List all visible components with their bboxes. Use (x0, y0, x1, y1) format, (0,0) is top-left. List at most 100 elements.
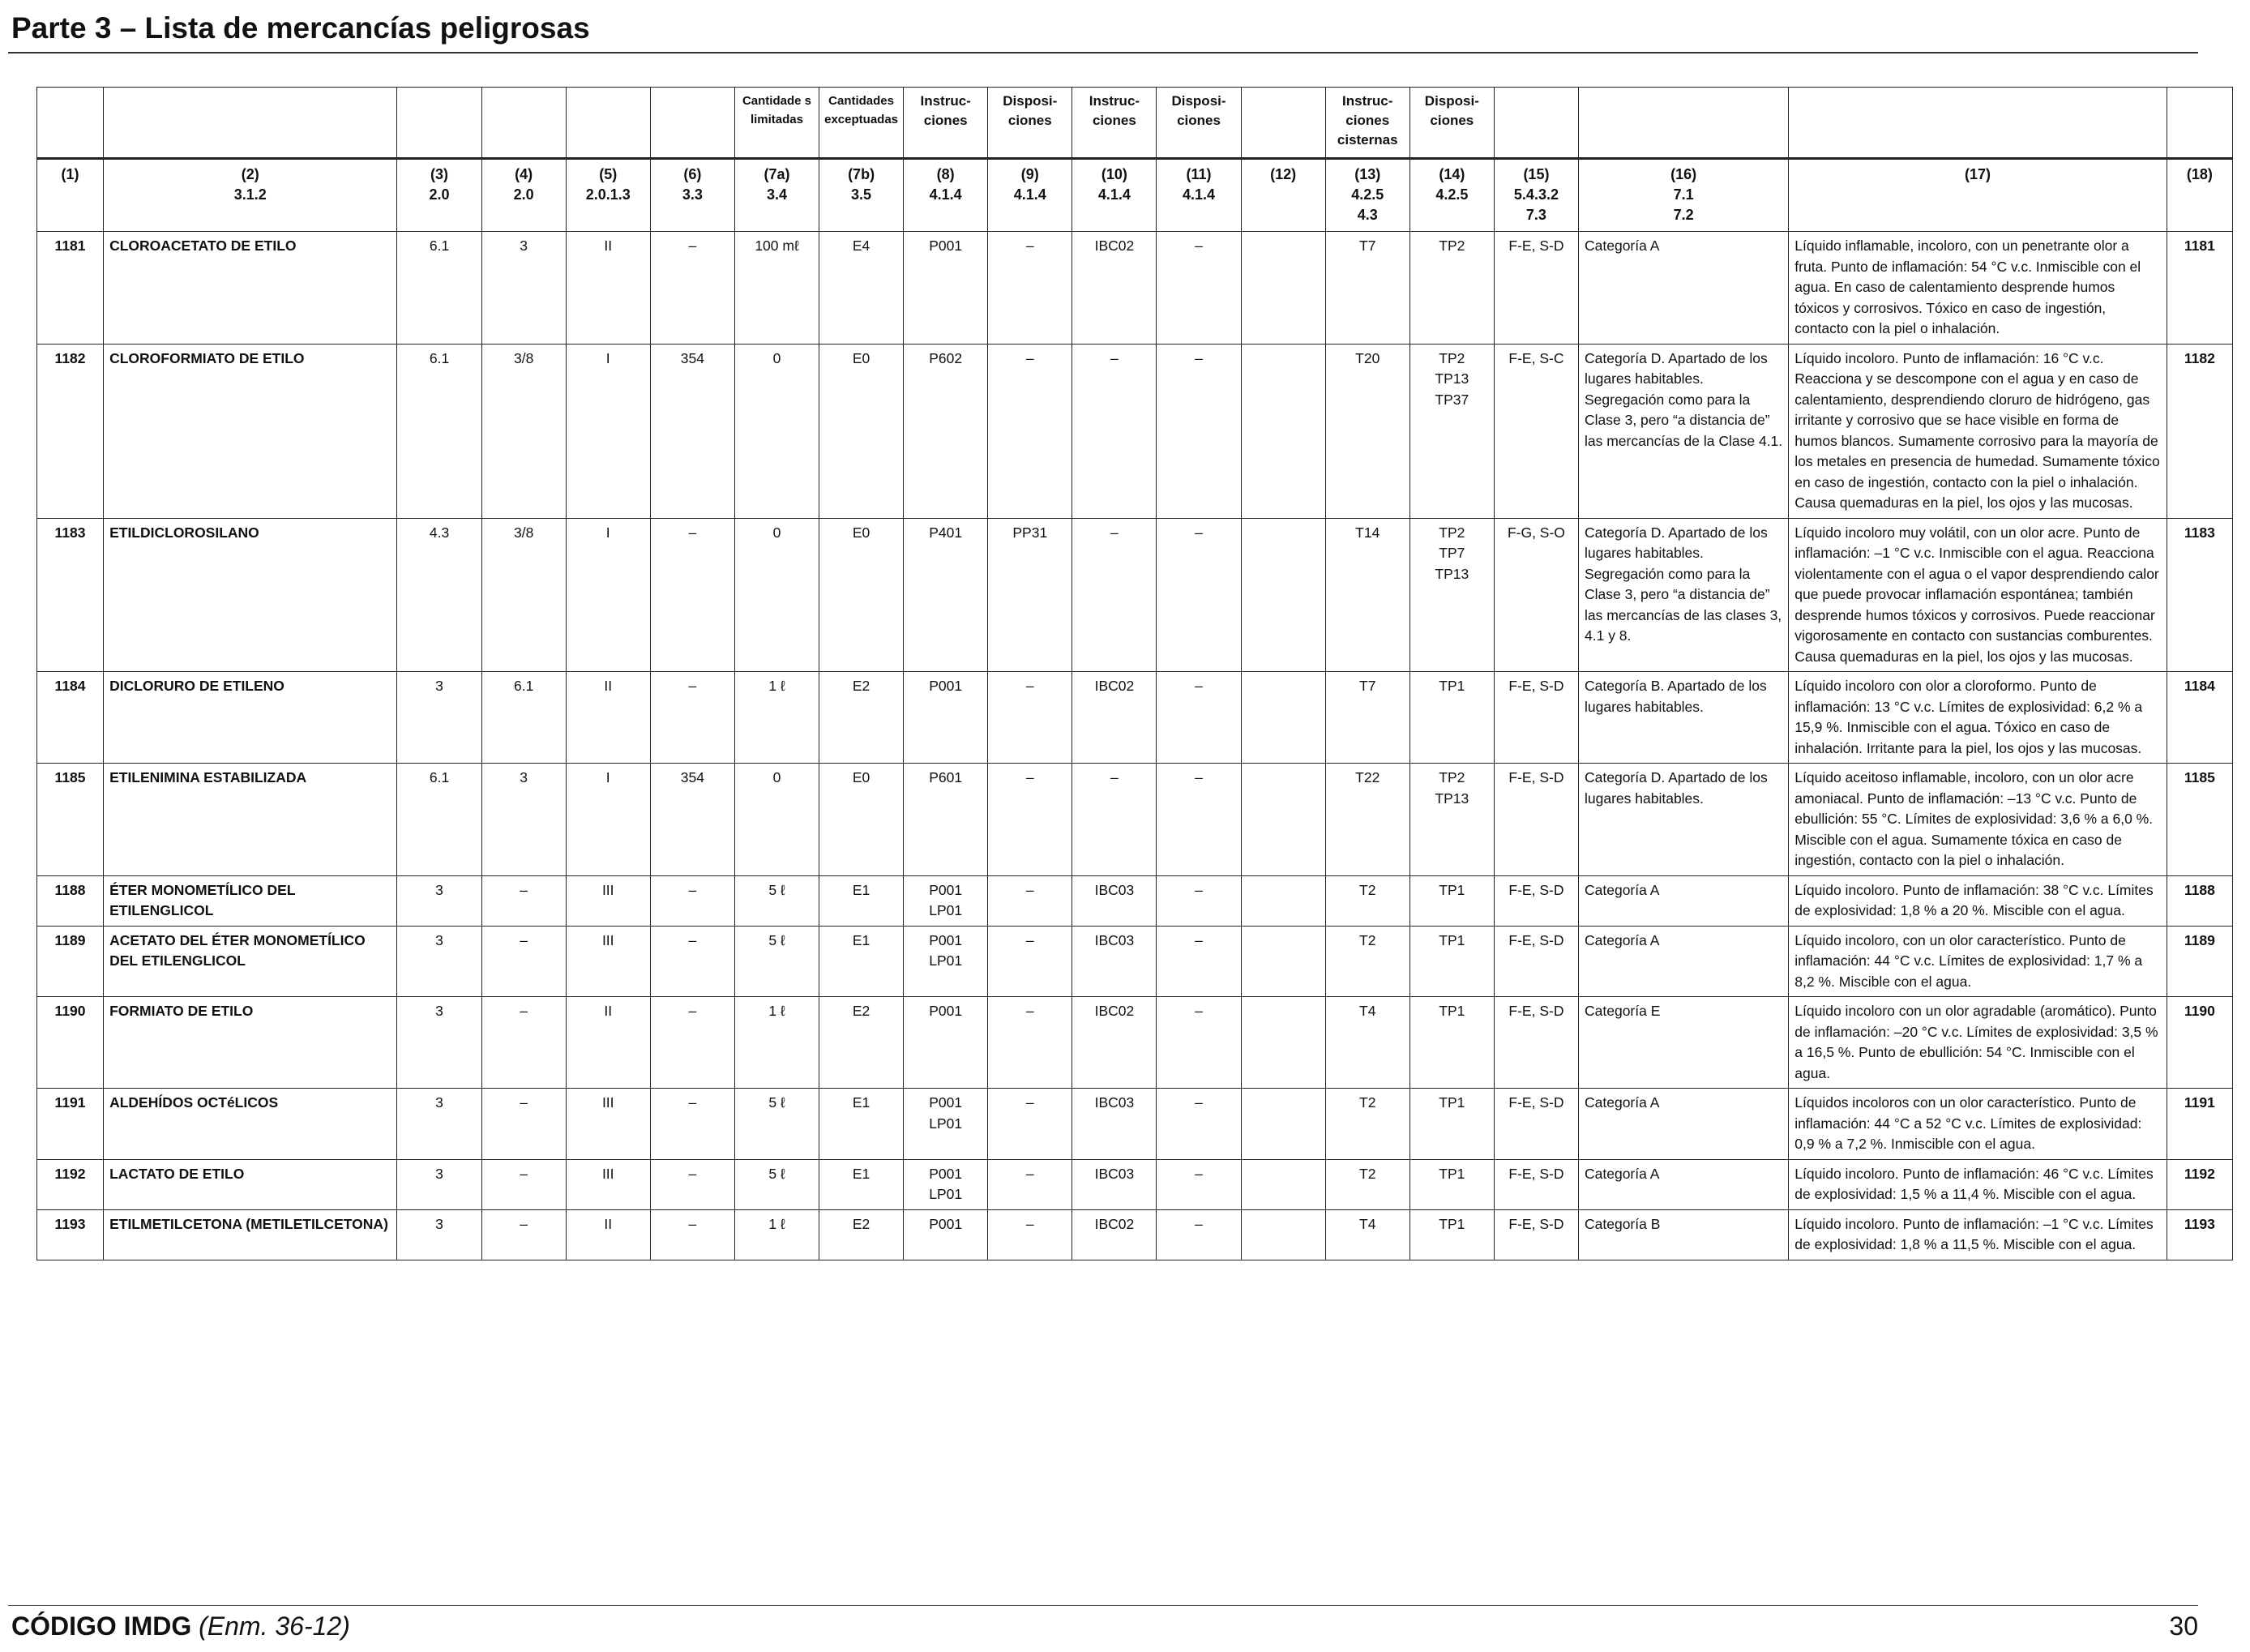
cell-special-provisions: 354 (649, 343, 735, 519)
cell-class: 3 (396, 996, 482, 1089)
cell-ems: F-E, S-D (1493, 1158, 1580, 1210)
cell-proper-shipping-name: ALDEHÍDOS OCTéLICOS (103, 1088, 398, 1160)
cell-limited-quantities: 5 ℓ (734, 1088, 820, 1160)
cell-special-provisions: 354 (649, 763, 735, 876)
cell-stowage-segregation: Categoría A (1577, 1088, 1790, 1160)
cell-tank-instructions: T2 (1324, 1088, 1410, 1160)
cell-col-12 (1240, 925, 1326, 997)
cell-ibc-instructions: IBC02 (1072, 231, 1157, 345)
header-label-col-14: Instruc- ciones cisternas (1324, 87, 1410, 159)
cell-ibc-provisions: – (1156, 1209, 1242, 1260)
cell-proper-shipping-name: DICLORURO DE ETILENO (103, 671, 398, 764)
column-reference: 4.1.4 (1182, 186, 1216, 203)
cell-packing-group: II (565, 231, 651, 345)
dangerous-goods-table: Cantidade s limitadas Cantidades exceptua… (36, 87, 2234, 1260)
cell-ems: F-G, S-O (1493, 517, 1580, 672)
cell-un-number: 1182 (36, 343, 105, 519)
cell-excepted-quantities: E1 (819, 875, 905, 927)
header-number-col-15: (14) 4.2.5 (1409, 158, 1495, 232)
cell-properties-observations: Líquido incoloro. Punto de inflamación: … (1788, 343, 2167, 519)
cell-ibc-instructions: IBC03 (1072, 1158, 1157, 1210)
column-number: (10) (1101, 166, 1127, 182)
cell-subsidiary-risk: – (481, 925, 567, 997)
cell-packing-group: III (565, 925, 651, 997)
cell-ibc-provisions: – (1156, 925, 1242, 997)
cell-limited-quantities: 0 (734, 517, 820, 672)
cell-ems: F-E, S-D (1493, 925, 1580, 997)
cell-packing-instructions: P001 LP01 (903, 1158, 989, 1210)
cell-tank-instructions: T7 (1324, 671, 1410, 764)
header-label-col-1 (36, 87, 105, 159)
cell-tank-instructions: T14 (1324, 517, 1410, 672)
cell-ems: F-E, S-D (1493, 996, 1580, 1089)
cell-ibc-instructions: – (1072, 517, 1157, 672)
cell-class: 4.3 (396, 517, 482, 672)
cell-un-number: 1189 (36, 925, 105, 997)
cell-stowage-segregation: Categoría A (1577, 875, 1790, 927)
cell-col-12 (1240, 1158, 1326, 1210)
cell-proper-shipping-name: ACETATO DEL ÉTER MONOMETÍLICO DEL ETILEN… (103, 925, 398, 997)
cell-tank-instructions: T4 (1324, 996, 1410, 1089)
table-header-row-labels: Cantidade s limitadas Cantidades exceptua… (36, 87, 2234, 159)
cell-tank-provisions: TP2 TP7 TP13 (1409, 517, 1495, 672)
column-reference: 4.1.4 (929, 186, 962, 203)
column-reference: 4.2.5 4.3 (1351, 186, 1384, 223)
cell-packing-instructions: P001 (903, 231, 989, 345)
header-label-col-4 (481, 87, 567, 159)
cell-packing-provisions: – (987, 231, 1073, 345)
column-number: (11) (1186, 166, 1212, 182)
page-number: 30 (2169, 1611, 2198, 1641)
cell-limited-quantities: 5 ℓ (734, 925, 820, 997)
cell-class: 6.1 (396, 231, 482, 345)
header-label-col-10: Disposi- ciones (987, 87, 1073, 159)
cell-properties-observations: Líquido incoloro. Punto de inflamación: … (1788, 1209, 2167, 1260)
cell-packing-provisions: – (987, 671, 1073, 764)
column-number: (15) (1523, 166, 1550, 182)
cell-class: 3 (396, 1209, 482, 1260)
cell-special-provisions: – (649, 1158, 735, 1210)
cell-ibc-provisions: – (1156, 1088, 1242, 1160)
cell-tank-instructions: T22 (1324, 763, 1410, 876)
cell-subsidiary-risk: – (481, 1158, 567, 1210)
cell-packing-instructions: P602 (903, 343, 989, 519)
cell-proper-shipping-name: ETILENIMINA ESTABILIZADA (103, 763, 398, 876)
cell-un-number: 1185 (36, 763, 105, 876)
cell-subsidiary-risk: 6.1 (481, 671, 567, 764)
page-title: Parte 3 – Lista de mercancías peligrosas (11, 11, 590, 45)
header-label-col-19 (2166, 87, 2234, 159)
header-label-col-13 (1240, 87, 1326, 159)
cell-packing-provisions: – (987, 875, 1073, 927)
cell-tank-provisions: TP1 (1409, 1209, 1495, 1260)
header-number-col-3: (3) 2.0 (396, 158, 482, 232)
header-label-col-3 (396, 87, 482, 159)
header-number-col-9: (8) 4.1.4 (903, 158, 989, 232)
cell-ibc-instructions: – (1072, 343, 1157, 519)
cell-un-number-repeat: 1191 (2166, 1088, 2234, 1160)
column-number: (18) (2186, 166, 2213, 182)
cell-un-number: 1192 (36, 1158, 105, 1210)
column-number: (9) (1020, 166, 1039, 182)
cell-ibc-instructions: – (1072, 763, 1157, 876)
cell-packing-group: I (565, 517, 651, 672)
cell-special-provisions: – (649, 1209, 735, 1260)
cell-excepted-quantities: E0 (819, 343, 905, 519)
cell-ibc-provisions: – (1156, 517, 1242, 672)
cell-limited-quantities: 1 ℓ (734, 671, 820, 764)
column-reference: 3.1.2 (233, 186, 267, 203)
cell-ems: F-E, S-D (1493, 1209, 1580, 1260)
table-row: 1182 CLOROFORMIATO DE ETILO 6.1 3/8 I 354 0 E0 P… (36, 343, 2234, 519)
cell-tank-provisions: TP2 (1409, 231, 1495, 345)
cell-tank-instructions: T2 (1324, 925, 1410, 997)
column-reference: 5.4.3.2 7.3 (1513, 186, 1559, 223)
cell-ibc-instructions: IBC02 (1072, 1209, 1157, 1260)
column-reference: 2.0.1.3 (585, 186, 631, 203)
cell-excepted-quantities: E0 (819, 517, 905, 672)
table-row: 1185 ETILENIMINA ESTABILIZADA 6.1 3 I 354 0 E0 P… (36, 763, 2234, 876)
header-label-col-5 (565, 87, 651, 159)
header-number-col-19: (18) (2166, 158, 2234, 232)
cell-packing-group: I (565, 763, 651, 876)
cell-ibc-instructions: IBC03 (1072, 925, 1157, 997)
cell-ems: F-E, S-D (1493, 231, 1580, 345)
column-number: (7b) (848, 166, 875, 182)
header-label-col-16 (1493, 87, 1580, 159)
